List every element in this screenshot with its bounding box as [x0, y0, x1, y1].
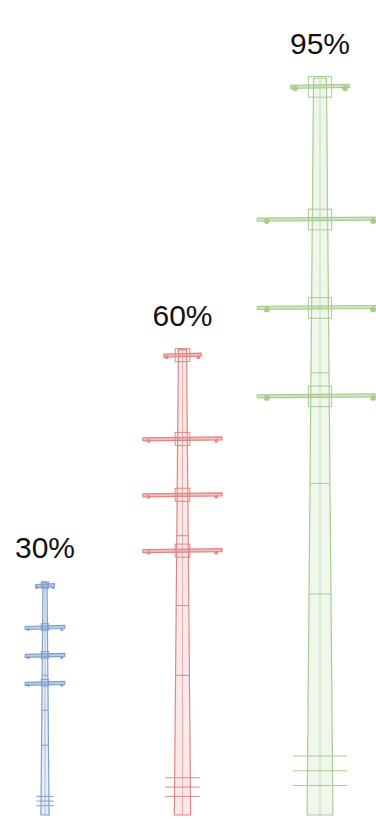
arm-joint	[175, 432, 190, 445]
insulator	[51, 586, 54, 589]
insulator	[36, 586, 39, 589]
insulator	[342, 85, 348, 91]
pole-segment	[36, 796, 53, 797]
pole-segment	[309, 593, 331, 594]
cross-arm	[257, 217, 376, 221]
cross-arm	[164, 353, 201, 357]
pole-axis	[45, 582, 46, 815]
pole-segment	[165, 777, 199, 778]
cross-arm	[25, 653, 65, 657]
tower	[257, 77, 376, 815]
insulator	[165, 355, 169, 359]
insulator	[214, 439, 218, 443]
insulator	[60, 628, 63, 631]
data-label: 60%	[152, 299, 212, 332]
pole-segment	[293, 785, 348, 786]
pole-segment	[165, 796, 200, 797]
insulator	[370, 395, 376, 401]
arm-joint	[175, 488, 190, 501]
insulator	[214, 551, 218, 555]
arm-joint	[41, 582, 48, 589]
pole-axis	[320, 78, 321, 815]
insulator	[27, 656, 30, 659]
pole-segment	[177, 535, 188, 536]
tower-pole	[41, 582, 49, 815]
pole-segment	[176, 605, 189, 606]
pole-segment	[42, 675, 48, 676]
arm-joint	[41, 652, 48, 659]
chart: 30% 60% 95%	[0, 0, 376, 819]
insulator	[292, 85, 298, 91]
data-label: 95%	[290, 27, 350, 60]
cross-arm	[143, 549, 222, 553]
insulator	[147, 551, 151, 555]
tower	[25, 582, 65, 815]
insulator	[196, 355, 200, 359]
data-label: 30%	[15, 531, 75, 564]
insulator	[264, 307, 270, 313]
arm-joint	[175, 349, 190, 362]
insulator	[264, 218, 270, 224]
pole-segment	[42, 710, 48, 711]
pole-segment	[165, 787, 199, 788]
insulator	[147, 495, 151, 499]
insulator	[60, 684, 63, 687]
cross-arm	[291, 84, 350, 88]
insulator	[264, 395, 270, 401]
cross-arm	[25, 681, 65, 685]
insulator	[147, 439, 151, 443]
insulator	[370, 307, 376, 313]
arm-joint	[175, 544, 190, 557]
arm-joint	[41, 624, 48, 631]
data-labels: 30% 60% 95%	[15, 27, 350, 564]
arm-joint	[308, 298, 331, 319]
arm-joint	[308, 209, 331, 230]
arm-joint	[41, 680, 48, 687]
pole-segment	[36, 801, 53, 802]
towers	[25, 77, 376, 815]
insulator	[370, 218, 376, 224]
insulator	[214, 495, 218, 499]
arm-joint	[308, 386, 331, 407]
pole-segment	[310, 483, 330, 484]
pole-axis	[182, 350, 183, 815]
insulator	[27, 684, 30, 687]
cross-arm	[257, 394, 376, 398]
insulator	[27, 628, 30, 631]
cross-arm	[257, 305, 376, 309]
pole-segment	[293, 770, 348, 771]
cross-arm	[25, 625, 65, 629]
pole-segment	[36, 805, 53, 806]
tower	[143, 349, 222, 815]
pole-segment	[311, 372, 329, 373]
cross-arm	[143, 493, 222, 497]
pole-segment	[176, 675, 190, 676]
pole-segment	[42, 745, 49, 746]
cross-arm	[143, 437, 222, 441]
tower-pole	[174, 350, 190, 815]
cross-arm	[36, 584, 55, 588]
pole-segment	[293, 756, 347, 757]
tower-pole	[307, 78, 333, 815]
arm-joint	[308, 77, 331, 98]
insulator	[60, 656, 63, 659]
